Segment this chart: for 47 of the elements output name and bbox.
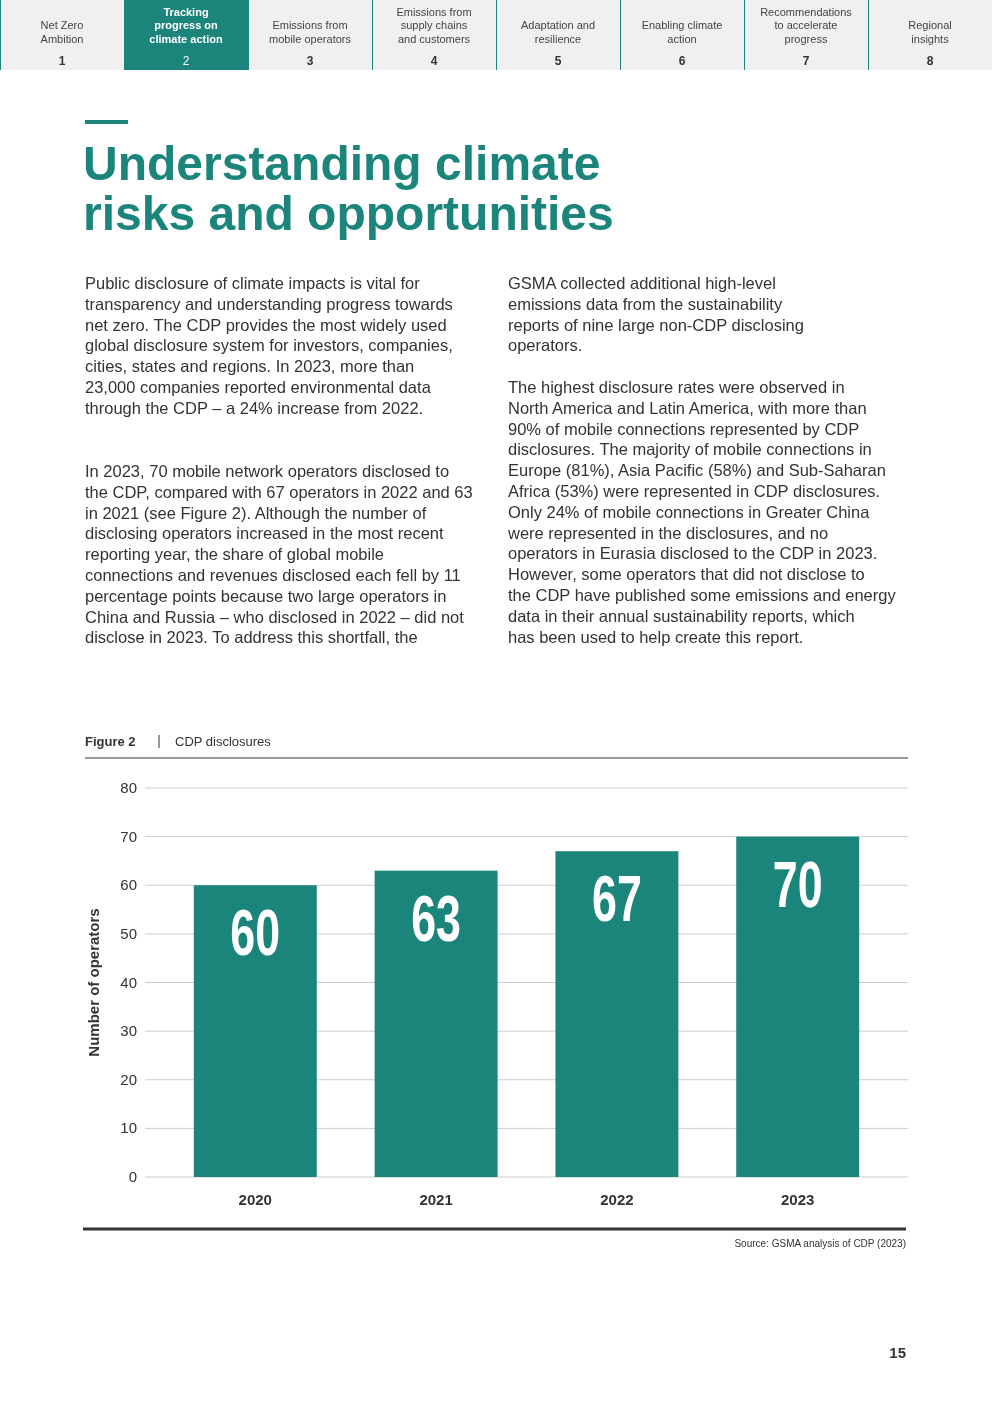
text: 1 xyxy=(58,54,66,68)
y-tick-label: 0 xyxy=(128,1168,137,1185)
data-label: 63 xyxy=(411,882,462,955)
text: In 2023, 70 mobile network operators disclosed to the CDP, compared with 67 operators in 2022 and 63 in 2021 (see Figure 2). Although the number of disclosing operators increased in the most recent reporting year, the share of global mobile connections and revenues disclosed each fell by 11 percentage points because two large operators in China and Russia – who disclosed in 2022 – did not disclose in 2023. To address this shortfall, the xyxy=(85,462,473,647)
text: 7 xyxy=(802,54,810,68)
data-label: 60 xyxy=(230,897,281,970)
bar xyxy=(555,851,679,1177)
chart-subtitle: CDP disclosures xyxy=(175,734,272,749)
y-tick-label: 50 xyxy=(120,924,137,942)
text: Emissions from supply chains and customers xyxy=(396,5,472,45)
x-tick-label: 2023 xyxy=(781,1191,815,1208)
text: Regional insights xyxy=(908,19,952,45)
bar xyxy=(736,836,860,1177)
text: 15 xyxy=(889,1344,906,1361)
text: Recommendations to accelerate progress xyxy=(760,5,853,45)
x-tick-label: 2022 xyxy=(600,1191,634,1208)
text: 6 xyxy=(678,54,686,68)
bar xyxy=(374,870,498,1177)
chart-title: Figure 2 xyxy=(85,734,136,749)
text: 4 xyxy=(430,54,438,68)
y-tick-label: 60 xyxy=(120,876,137,894)
text: 5 xyxy=(554,54,562,68)
y-tick-label: 20 xyxy=(120,1070,137,1088)
x-tick-label: 2021 xyxy=(419,1191,453,1208)
x-tick-label: 2020 xyxy=(238,1191,272,1208)
text: Tracking progress on climate action xyxy=(149,5,223,45)
text: Net Zero Ambition xyxy=(40,19,84,45)
y-tick-label: 10 xyxy=(120,1119,137,1137)
y-tick-label: 70 xyxy=(120,827,137,845)
text: Understanding climate risks and opportunities xyxy=(83,137,614,240)
bar xyxy=(193,885,317,1177)
text: Adaptation and resilience xyxy=(520,19,596,45)
text: 2 xyxy=(182,54,190,68)
source-note: Source: GSMA analysis of CDP (2023) xyxy=(734,1238,906,1249)
text: Enabling climate action xyxy=(641,19,723,45)
data-label: 67 xyxy=(591,863,642,936)
y-tick-label: 30 xyxy=(120,1022,137,1040)
text: Emissions from mobile operators xyxy=(269,19,352,45)
text: Public disclosure of climate impacts is vital for transparency and understanding progress towards net zero. The CDP provides the most widely used global disclosure system for investors, companies, cities, states and regions. In 2023, more than 23,000 companies reported environmental data through the CDP – a 24% increase from 2022. xyxy=(85,274,453,417)
text: 8 xyxy=(926,54,934,68)
y-axis-title: Number of operators xyxy=(85,908,102,1057)
data-label: 70 xyxy=(772,848,823,921)
text: 3 xyxy=(306,54,314,68)
y-tick-label: 40 xyxy=(120,973,137,991)
y-tick-label: 80 xyxy=(120,779,137,796)
text: The highest disclosure rates were observed in North America and Latin America, with more than 90% of mobile connections represented by CDP disclosures. The majority of mobile connections in Europe (81%), Asia Pacific (58%) and Sub-Saharan Africa (53%) were represented in CDP disclosures. Only 24% of mobile connections in Greater China were represented in the disclosures, and no operators in Eurasia disclosed to the CDP in 2023. However, some operators that did not disclose to the CDP have published some emissions and energy data in their annual sustainability reports, which has been used to help create this report. xyxy=(508,378,896,646)
text: GSMA collected additional high-level emissions data from the sustainability reports of nine large non-CDP disclosing operators. xyxy=(508,274,804,355)
